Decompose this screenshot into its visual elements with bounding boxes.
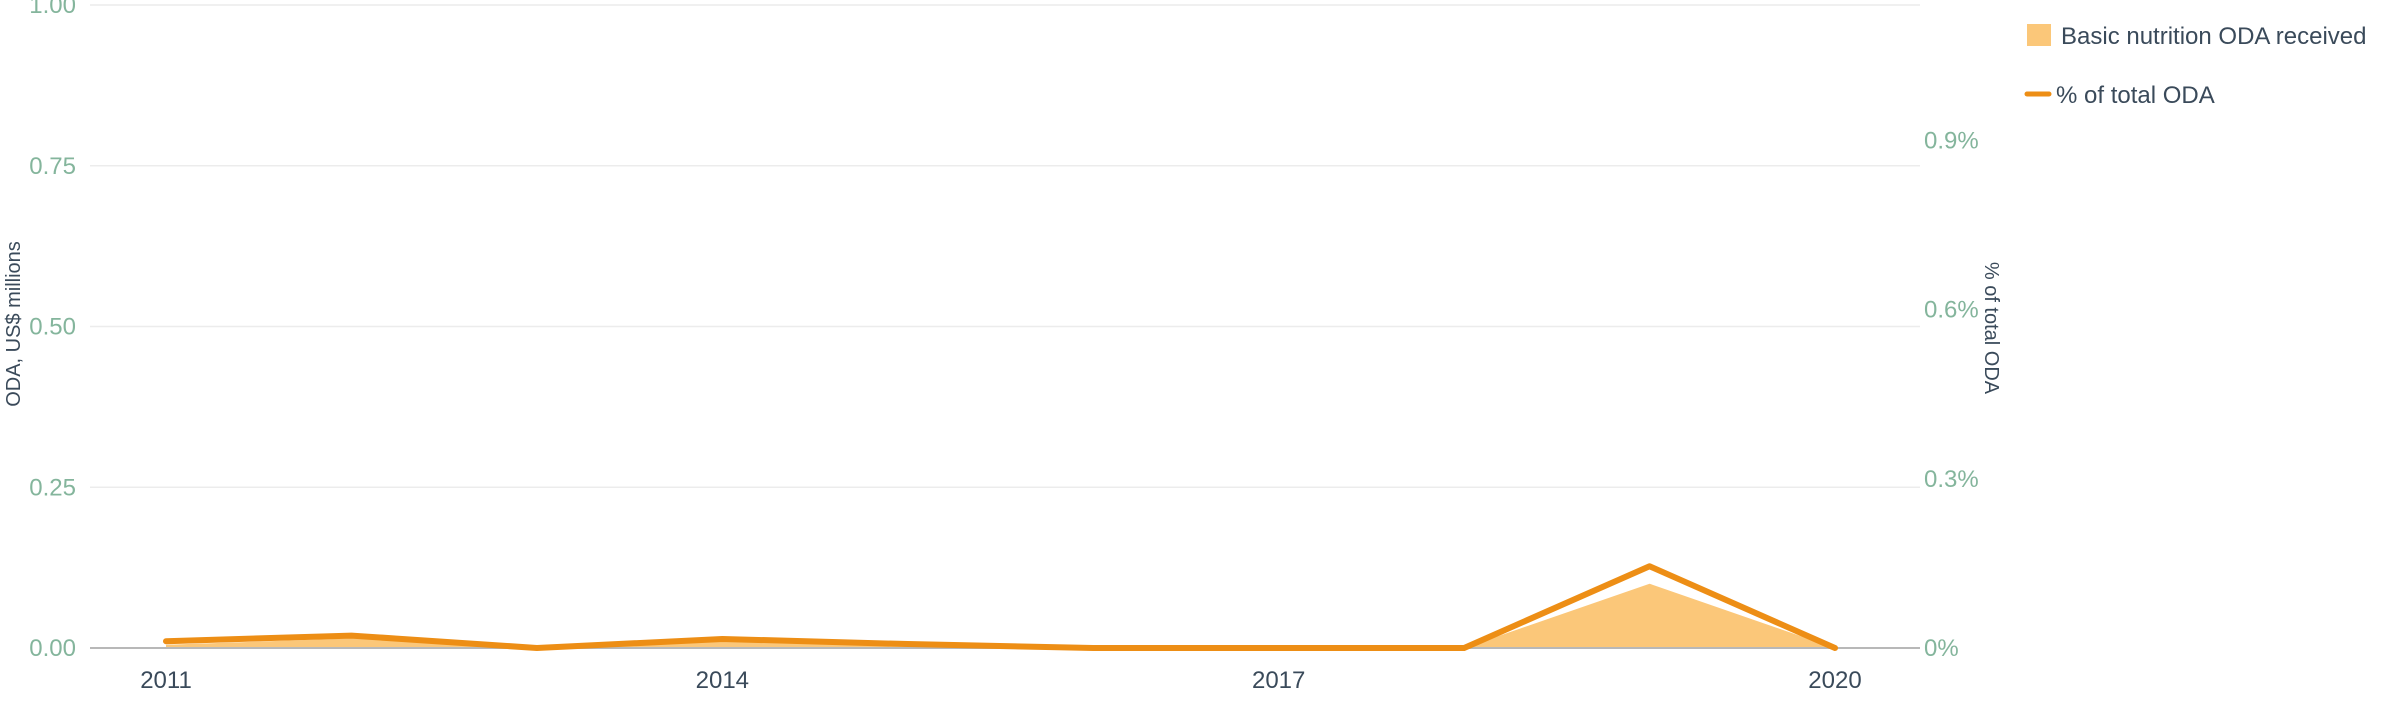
series-layer	[90, 563, 1920, 651]
legend-item-area[interactable]: Basic nutrition ODA received	[2027, 23, 2366, 50]
x-tick-label: 2014	[696, 667, 749, 694]
legend-label-area: Basic nutrition ODA received	[2061, 23, 2366, 50]
y2-tick-label: 0%	[1924, 635, 1959, 662]
line-series-pct-total-oda	[163, 563, 1838, 651]
legend-item-line[interactable]: % of total ODA	[2024, 82, 2215, 109]
y2-tick-label: 0.3%	[1924, 466, 1979, 493]
area-series-basic-nutrition	[166, 583, 1835, 648]
x-tick-label: 2017	[1252, 667, 1305, 694]
y-axis-title: ODA, US$ millions	[3, 241, 25, 407]
y-tick-label: 1.00	[29, 0, 76, 19]
x-tick-label: 2020	[1808, 667, 1861, 694]
y-tick-label: 0.25	[29, 474, 76, 501]
legend-label-line: % of total ODA	[2056, 82, 2215, 109]
y-tick-label: 0.00	[29, 635, 76, 662]
y2-axis-title: % of total ODA	[1980, 262, 2002, 395]
y-tick-label: 0.50	[29, 314, 76, 341]
axis-layer: 0.00 0.25 0.50 0.75 1.00 0% 0.3% 0.6% 0.9% 2011 20…	[29, 0, 1978, 694]
x-tick-label: 2011	[140, 667, 192, 694]
y2-tick-label: 0.6%	[1924, 297, 1979, 324]
legend: Basic nutrition ODA received % of total …	[2024, 23, 2366, 109]
y-tick-label: 0.75	[29, 153, 76, 180]
legend-swatch-area	[2027, 24, 2051, 46]
y2-tick-label: 0.9%	[1924, 127, 1979, 154]
grid-layer	[90, 4, 1920, 488]
